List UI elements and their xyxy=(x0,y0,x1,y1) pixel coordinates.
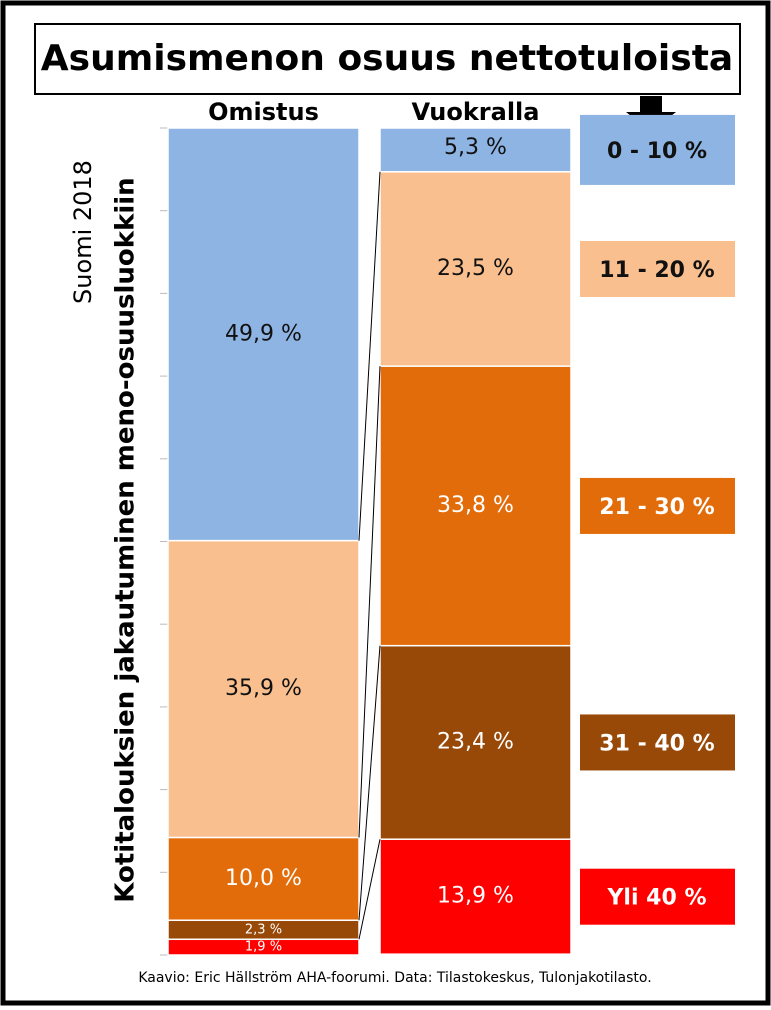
value-label: 13,9 % xyxy=(437,884,514,909)
legend-swatch xyxy=(580,477,735,534)
value-label: 33,8 % xyxy=(437,493,514,518)
bar-segment xyxy=(167,539,360,839)
bar-segment xyxy=(379,838,572,955)
legend-label: Yli 40 % xyxy=(607,886,707,911)
value-label: 35,9 % xyxy=(225,676,302,701)
title-box xyxy=(34,23,741,95)
legend-label: 21 - 30 % xyxy=(599,495,714,520)
legend-label: 0 - 10 % xyxy=(607,139,707,164)
legend-swatch xyxy=(580,868,735,925)
value-label: 23,4 % xyxy=(437,729,514,754)
value-label: 1,9 % xyxy=(245,940,282,955)
x-tick-label: Omistus xyxy=(208,98,319,126)
source-note: Kaavio: Eric Hällström AHA-foorumi. Data… xyxy=(138,970,651,986)
bar-segment xyxy=(379,644,572,840)
chart-title: Asumismenon osuus nettotuloista xyxy=(41,38,733,79)
bar-segment xyxy=(167,836,360,922)
arrow xyxy=(626,96,676,132)
bar-segment xyxy=(379,171,572,367)
connector xyxy=(358,839,381,940)
legend-swatch xyxy=(580,714,735,771)
bar-segment xyxy=(379,127,572,173)
value-label: 10,0 % xyxy=(225,866,302,891)
value-label: 23,5 % xyxy=(437,256,514,281)
legend-swatch xyxy=(580,241,735,298)
connector xyxy=(358,171,381,541)
legend-swatch xyxy=(580,114,735,185)
bar-segment xyxy=(167,938,360,956)
y-axis-label: Kotitalouksien jakautuminen meno-osuuslu… xyxy=(111,177,141,902)
subtitle: Suomi 2018 xyxy=(69,160,97,304)
connector xyxy=(358,645,381,921)
x-tick-label: Vuokralla xyxy=(412,98,540,126)
value-label: 2,3 % xyxy=(245,922,282,937)
connector xyxy=(358,366,381,838)
legend-label: 31 - 40 % xyxy=(599,731,714,756)
bar-segment xyxy=(167,127,360,542)
legend-label: 11 - 20 % xyxy=(599,258,714,283)
value-label: 49,9 % xyxy=(225,321,302,346)
value-label: 5,3 % xyxy=(444,135,507,160)
bar-segment xyxy=(379,365,572,647)
